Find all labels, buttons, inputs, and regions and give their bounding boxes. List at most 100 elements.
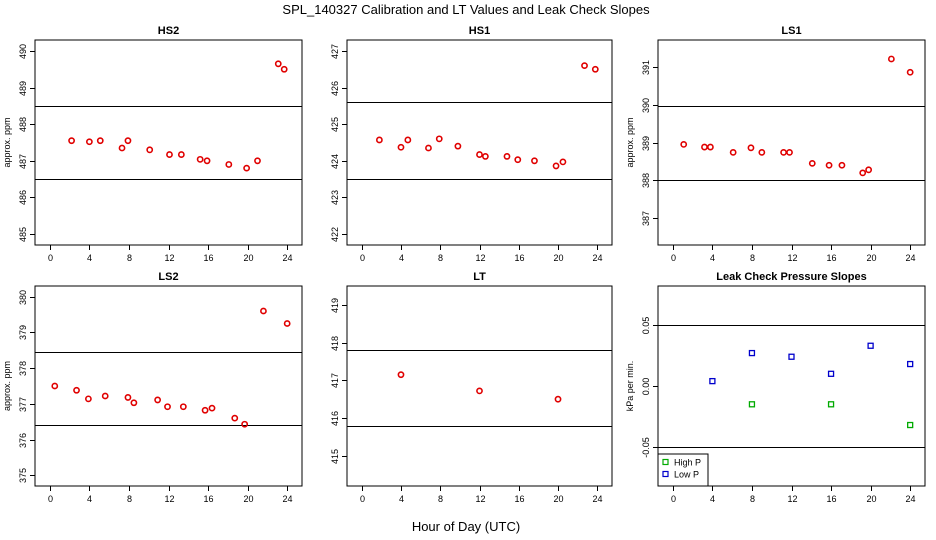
data-point (780, 148, 787, 156)
x-tick-label: 24 (592, 253, 602, 263)
data-point (435, 135, 443, 143)
y-tick-label: 390 (641, 98, 651, 113)
x-tick-label: 16 (826, 494, 836, 504)
x-tick-label: 24 (282, 253, 292, 263)
data-point (825, 161, 833, 169)
x-tick-label: 20 (243, 494, 253, 504)
data-point (788, 353, 795, 360)
x-tick-label: 4 (87, 253, 92, 263)
data-point (559, 158, 567, 166)
y-tick-label: 424 (330, 154, 340, 169)
x-tick-label: 8 (127, 253, 132, 263)
series-1 (51, 307, 291, 428)
panel-title: Leak Check Pressure Slopes (716, 271, 866, 283)
data-point (865, 166, 873, 174)
y-tick-label: 0.05 (641, 317, 651, 335)
data-point (454, 142, 462, 150)
data-point (51, 382, 59, 390)
y-tick-label: 489 (18, 81, 28, 96)
x-tick-label: 16 (514, 253, 524, 263)
panel-5: LT 0 4 8 12 16 20 24 415 416 417 418 419 (330, 271, 613, 504)
data-point (241, 420, 249, 428)
y-tick-label: 426 (330, 81, 340, 96)
y-tick-label: 389 (641, 136, 651, 151)
data-point (203, 157, 211, 165)
y-tick-label: 415 (330, 449, 340, 464)
data-point (531, 157, 538, 165)
panel-2: HS1 0 4 8 12 16 20 24 422 423 424 425 426 427 (330, 25, 613, 263)
panel-title: LS2 (158, 271, 178, 283)
data-point (476, 151, 483, 158)
y-tick-label: 488 (18, 117, 28, 132)
y-tick-label: 388 (641, 173, 651, 188)
y-tick-label: 486 (18, 190, 28, 205)
x-tick-label: 20 (243, 253, 253, 263)
y-tick-label: 387 (641, 211, 651, 226)
data-point (130, 399, 138, 407)
y-axis-label: approx. ppm (625, 117, 635, 167)
y-tick-label: 417 (330, 373, 340, 388)
x-tick-label: 24 (592, 494, 602, 504)
x-tick-label: 12 (475, 494, 485, 504)
data-point (283, 320, 291, 327)
plot-frame (657, 39, 926, 246)
x-tick-label: 0 (671, 494, 676, 504)
data-point (747, 144, 755, 152)
panel-3: LS1 0 4 8 12 16 20 24 387 388 389 390 391 approx. ppm (625, 25, 926, 263)
y-tick-label: 391 (641, 60, 651, 75)
y-tick-label: 379 (18, 325, 28, 340)
x-tick-label: 8 (438, 253, 443, 263)
data-point (118, 144, 126, 152)
data-point (397, 143, 405, 151)
x-tick-label: 0 (48, 494, 53, 504)
y-tick-label: 485 (18, 227, 28, 242)
data-point (701, 143, 708, 151)
x-tick-label: 16 (203, 253, 213, 263)
x-tick-label: 0 (360, 253, 365, 263)
x-tick-label: 24 (905, 253, 915, 263)
data-point (707, 143, 714, 151)
x-tick-label: 4 (710, 494, 715, 504)
series-2 (709, 342, 914, 385)
plot-frame (34, 285, 303, 487)
legend-marker (662, 458, 669, 466)
plot-frame (34, 39, 303, 246)
data-point (85, 138, 93, 146)
data-point (231, 414, 239, 422)
x-tick-label: 0 (360, 494, 365, 504)
x-tick-label: 8 (750, 494, 755, 504)
data-point (201, 406, 209, 414)
legend-label: High P (674, 458, 701, 468)
y-axis-label: approx. ppm (2, 117, 12, 167)
data-point (758, 148, 766, 156)
x-tick-label: 12 (164, 253, 174, 263)
data-point (243, 164, 251, 172)
y-tick-label: 425 (330, 117, 340, 132)
data-point (196, 155, 204, 163)
x-tick-label: 16 (514, 494, 524, 504)
y-tick-label: 419 (330, 298, 340, 313)
data-point (748, 401, 756, 408)
data-point (208, 404, 216, 412)
y-axis-label: approx. ppm (2, 361, 12, 411)
x-tick-label: 8 (438, 494, 443, 504)
x-tick-label: 0 (671, 253, 676, 263)
data-point (680, 140, 688, 148)
x-tick-label: 4 (399, 253, 404, 263)
data-point (709, 377, 716, 385)
y-tick-label: 422 (330, 227, 340, 242)
data-point (476, 387, 483, 395)
data-point (96, 137, 104, 145)
panel-title: LS1 (781, 25, 801, 37)
data-point (827, 401, 835, 408)
data-point (907, 421, 914, 429)
data-point (838, 161, 846, 169)
x-tick-label: 4 (710, 253, 715, 263)
x-tick-label: 12 (475, 253, 485, 263)
x-tick-label: 24 (905, 494, 915, 504)
x-tick-label: 20 (866, 494, 876, 504)
panel-title: HS1 (469, 25, 490, 37)
data-point (859, 169, 867, 177)
data-point (906, 68, 914, 76)
